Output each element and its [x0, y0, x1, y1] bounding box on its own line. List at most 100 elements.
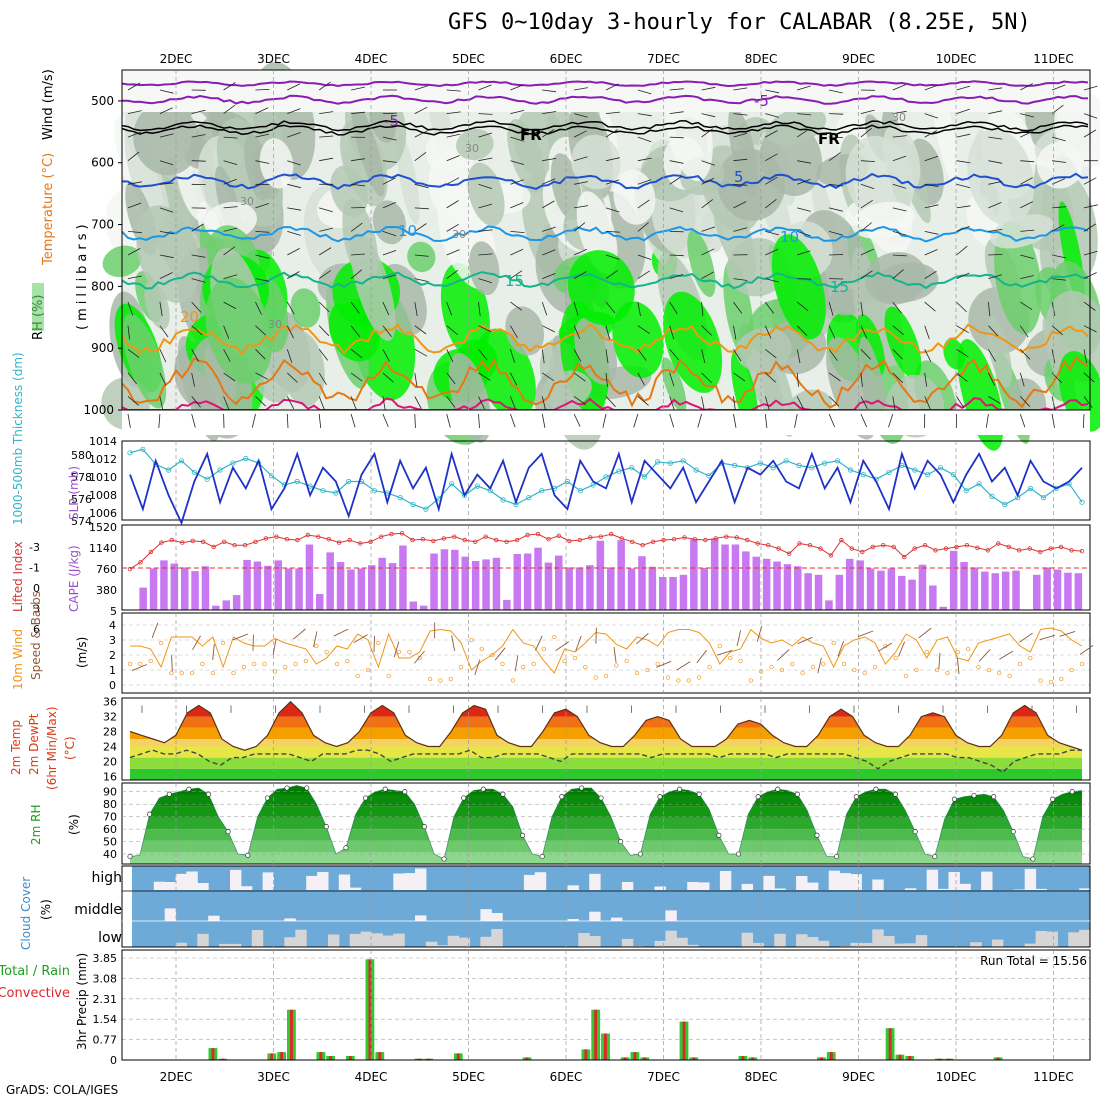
- cape-bar: [1033, 574, 1041, 610]
- cape-bar: [679, 574, 688, 610]
- wind-speed-marker: [603, 673, 609, 679]
- upper-wind-barb: [287, 372, 298, 383]
- upper-wind-barb: [637, 179, 652, 185]
- upper-wind-barb: [255, 301, 262, 315]
- upper-wind-barb: [765, 130, 778, 138]
- li-marker: [828, 553, 834, 558]
- li-marker: [316, 534, 321, 539]
- upper-wind-barb: [988, 110, 1003, 114]
- upper-wind-barb: [191, 160, 206, 162]
- li-marker: [148, 549, 154, 555]
- wind-barb: [333, 628, 349, 637]
- upper-wind-barb: [318, 325, 330, 337]
- upper-wind-barb: [924, 113, 939, 119]
- cape-bar: [949, 550, 958, 610]
- surface-wind-barb: [251, 413, 256, 428]
- upper-wind-barb: [956, 348, 969, 358]
- upper-wind-barb: [542, 111, 557, 114]
- upper-wind-barb: [637, 372, 645, 386]
- low-cloud-clear: [654, 940, 666, 947]
- wind-speed-marker: [169, 670, 174, 676]
- upper-wind-barb: [446, 177, 460, 185]
- precip-convective-bar: [947, 1058, 951, 1060]
- low-cloud-clear: [883, 936, 895, 947]
- thickness-marker: [230, 460, 236, 466]
- upper-wind-barb: [796, 301, 809, 312]
- thickness-tick: 580: [71, 449, 92, 462]
- upper-wind-barb: [127, 131, 142, 138]
- slp-tick: 1010: [89, 471, 117, 484]
- rh-marker: [1030, 856, 1036, 862]
- li-marker: [713, 536, 718, 541]
- cape-bar: [1074, 573, 1083, 610]
- cape-bar: [409, 601, 418, 610]
- cape-bar: [388, 563, 397, 610]
- upper-wind-barb: [127, 248, 141, 256]
- upper-wind-barb: [574, 87, 588, 91]
- upper-wind-barb: [956, 85, 971, 91]
- upper-wind-barb: [1051, 325, 1063, 336]
- thickness-marker: [243, 455, 249, 462]
- upper-wind-barb: [733, 158, 748, 162]
- wind-speed-marker: [624, 658, 629, 664]
- wind-barb: [676, 661, 691, 671]
- li-marker: [169, 537, 174, 543]
- rh-marker: [932, 853, 938, 860]
- upper-wind-barb: [350, 372, 363, 382]
- slp-tick: 1006: [89, 507, 117, 520]
- thickness-marker: [1002, 501, 1008, 508]
- surface-wind-barb: [127, 413, 131, 428]
- rh-marker: [304, 785, 310, 791]
- wind-speed-marker: [572, 655, 578, 661]
- rh-marker: [657, 794, 663, 800]
- li-marker: [891, 544, 896, 550]
- upper-wind-barb: [1020, 301, 1033, 311]
- rh-marker: [794, 791, 800, 797]
- thickness-marker: [757, 460, 764, 466]
- rh-shade-blob: [571, 134, 621, 190]
- wind-speed-marker: [1079, 661, 1085, 667]
- high-cloud-clear: [828, 870, 841, 890]
- cape-bar: [399, 545, 407, 610]
- rh-marker: [441, 856, 447, 862]
- wind-tick: 3: [109, 634, 116, 647]
- upper-wind-barb: [701, 199, 714, 209]
- wind-speed-marker: [127, 661, 133, 667]
- cape-bar: [503, 599, 511, 610]
- time-label-bottom: 11DEC: [1033, 1070, 1073, 1084]
- rh-marker: [834, 853, 840, 860]
- upper-wind-barb: [255, 325, 266, 336]
- low-cloud-clear: [284, 937, 296, 947]
- upper-wind-barb: [127, 202, 142, 209]
- li-marker: [1006, 544, 1011, 550]
- upper-wind-barb: [255, 89, 270, 91]
- upper-wind-barb: [637, 325, 650, 334]
- upper-wind-barb: [478, 325, 492, 333]
- upper-wind-barb: [733, 278, 748, 281]
- upper-wind-barb: [1020, 229, 1035, 232]
- wind10m-units: (m/s): [75, 637, 89, 668]
- pressure-tick: 800: [91, 279, 114, 293]
- high-cloud-clear: [904, 888, 917, 890]
- upper-wind-barb: [733, 349, 742, 362]
- upper-wind-barb: [159, 231, 174, 235]
- low-cloud-clear: [1035, 931, 1047, 947]
- upper-wind-barb: [860, 248, 874, 256]
- upper-wind-barb: [287, 132, 301, 138]
- rh-shade-blob: [205, 277, 273, 384]
- time-label-bottom: 9DEC: [842, 1070, 875, 1084]
- low-cloud-clear: [915, 935, 928, 947]
- wind-speed-marker: [200, 661, 205, 667]
- upper-wind-barb: [1020, 177, 1033, 185]
- rh-marker: [618, 839, 624, 845]
- upper-wind-barb: [701, 349, 706, 363]
- upper-wind-barb: [1083, 113, 1098, 119]
- upper-wind-barb: [573, 349, 582, 362]
- upper-wind-barb: [287, 248, 300, 256]
- cape-bar: [908, 579, 916, 610]
- thickness-marker: [1040, 494, 1047, 501]
- thickness-marker: [834, 458, 841, 464]
- low-cloud-clear: [665, 930, 677, 947]
- upper-wind-barb: [382, 177, 396, 185]
- thickness-marker: [333, 490, 339, 496]
